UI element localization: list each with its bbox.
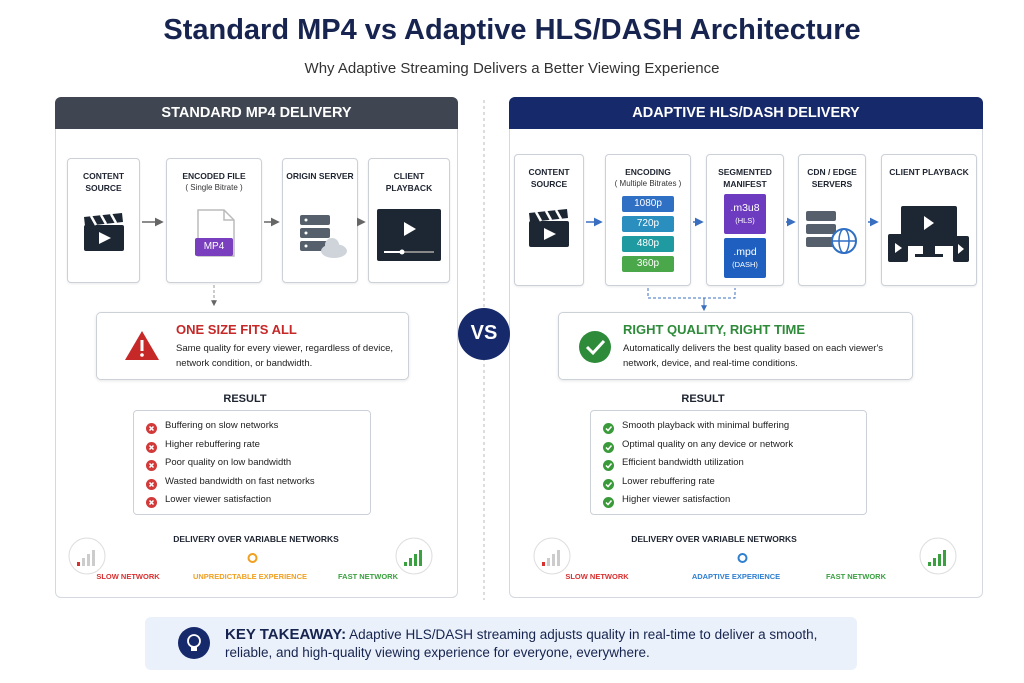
step-note: ( Single Bitrate ) bbox=[185, 183, 243, 192]
bitrate-tag: 1080p bbox=[622, 196, 674, 212]
callout-text: Same quality for every viewer, regardles… bbox=[176, 343, 394, 369]
bitrate-tag: 480p bbox=[622, 236, 674, 252]
bitrate-tag: MP4 bbox=[195, 238, 233, 256]
results-box bbox=[590, 410, 867, 515]
step-label: CLIENT PLAYBACK bbox=[385, 171, 433, 193]
manifest-ext: .mpd bbox=[733, 246, 757, 258]
step-label: ENCODING bbox=[625, 167, 671, 177]
step-label: SEGMENTED MANIFEST bbox=[718, 167, 772, 189]
signal-icon bbox=[532, 536, 572, 581]
network-label: FAST NETWORK bbox=[826, 572, 886, 581]
result-title: RESULT bbox=[223, 393, 267, 405]
callout-title: ONE SIZE FITS ALL bbox=[176, 322, 297, 337]
step-icon bbox=[804, 209, 860, 260]
manifest-file: .mpd (DASH) bbox=[724, 238, 766, 278]
result-item: Smooth playback with minimal buffering bbox=[622, 420, 790, 431]
network-label: UNPREDICTABLE EXPERIENCE bbox=[192, 572, 308, 581]
result-icon bbox=[603, 495, 614, 513]
result-icon bbox=[603, 458, 614, 476]
bitrate-tag: 720p bbox=[622, 216, 674, 232]
takeaway-box bbox=[145, 617, 857, 670]
signal-icon bbox=[918, 536, 958, 581]
bulb-icon bbox=[178, 627, 210, 659]
result-icon bbox=[146, 458, 157, 476]
network-label: ADAPTIVE EXPERIENCE bbox=[691, 572, 781, 581]
manifest-ext: .m3u8 bbox=[730, 202, 760, 214]
bitrate-tag: 360p bbox=[622, 256, 674, 272]
callout-icon bbox=[124, 329, 160, 366]
result-icon bbox=[603, 421, 614, 439]
step-icon bbox=[82, 213, 126, 258]
subtitle: Why Adaptive Streaming Delivers a Better… bbox=[304, 60, 720, 77]
step-icon bbox=[376, 208, 442, 267]
step-label: CLIENT PLAYBACK bbox=[889, 167, 969, 177]
step-icon bbox=[527, 209, 571, 254]
vs-label: VS bbox=[470, 322, 498, 344]
result-icon bbox=[603, 477, 614, 495]
takeaway-label: KEY TAKEAWAY: bbox=[225, 626, 347, 643]
takeaway-body: Adaptive HLS/DASH streaming adjusts qual… bbox=[225, 627, 818, 660]
step-label: CONTENT SOURCE bbox=[82, 171, 125, 193]
panel-header: STANDARD MP4 DELIVERY bbox=[55, 97, 458, 129]
step-label: ORIGIN SERVER bbox=[286, 171, 354, 181]
result-item: Optimal quality on any device or network bbox=[622, 438, 794, 450]
manifest-format: (DASH) bbox=[732, 260, 758, 269]
network-label: SLOW NETWORK bbox=[565, 572, 629, 581]
step-label: ENCODED FILE bbox=[182, 171, 246, 181]
callout-title: RIGHT QUALITY, RIGHT TIME bbox=[623, 322, 805, 337]
step-note: ( Multiple Bitrates ) bbox=[614, 179, 682, 188]
result-icon bbox=[146, 440, 157, 458]
signal-icon bbox=[67, 536, 107, 581]
network-title: DELIVERY OVER VARIABLE NETWORKS bbox=[173, 534, 339, 544]
result-item: Efficient bandwidth utilization bbox=[622, 457, 744, 468]
takeaway-text: KEY TAKEAWAY: Adaptive HLS/DASH streamin… bbox=[225, 626, 845, 662]
result-item: Poor quality on low bandwidth bbox=[165, 457, 292, 468]
step-icon bbox=[887, 204, 971, 269]
result-icon bbox=[146, 477, 157, 495]
callout-text: Automatically delivers the best quality … bbox=[623, 343, 884, 369]
signal-icon bbox=[394, 536, 434, 581]
result-item: Lower viewer satisfaction bbox=[165, 494, 272, 505]
results-box bbox=[133, 410, 371, 515]
network-title: DELIVERY OVER VARIABLE NETWORKS bbox=[631, 534, 797, 544]
step-label: CONTENT SOURCE bbox=[528, 167, 570, 189]
result-icon bbox=[603, 440, 614, 458]
step-icon bbox=[296, 213, 348, 264]
result-item: Lower rebuffering rate bbox=[622, 475, 715, 487]
callout-box bbox=[558, 312, 913, 380]
panel-header: ADAPTIVE HLS/DASH DELIVERY bbox=[509, 97, 983, 129]
callout-icon bbox=[578, 330, 612, 369]
manifest-file: .m3u8 (HLS) bbox=[724, 194, 766, 234]
network-label: FAST NETWORK bbox=[338, 572, 398, 581]
network-label: SLOW NETWORK bbox=[96, 572, 160, 581]
result-item: Buffering on slow networks bbox=[165, 420, 279, 431]
result-icon bbox=[146, 495, 157, 513]
result-item: Higher viewer satisfaction bbox=[622, 494, 731, 505]
step-label: CDN / EDGE SERVERS bbox=[807, 167, 857, 189]
result-item: Higher rebuffering rate bbox=[165, 438, 260, 450]
result-item: Wasted bandwidth on fast networks bbox=[165, 475, 315, 487]
title: Standard MP4 vs Adaptive HLS/DASH Archit… bbox=[163, 14, 861, 46]
manifest-format: (HLS) bbox=[735, 216, 755, 225]
result-icon bbox=[146, 421, 157, 439]
result-title: RESULT bbox=[681, 393, 725, 405]
